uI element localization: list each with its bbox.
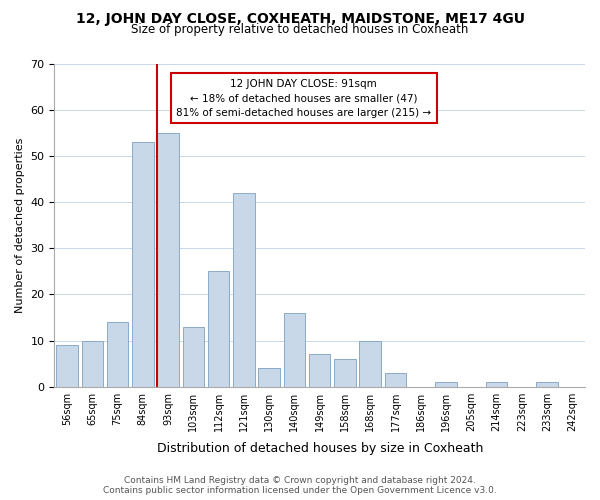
Bar xyxy=(132,142,154,386)
Bar xyxy=(334,359,356,386)
Bar xyxy=(233,193,254,386)
Bar xyxy=(107,322,128,386)
Bar xyxy=(486,382,508,386)
Text: 12, JOHN DAY CLOSE, COXHEATH, MAIDSTONE, ME17 4GU: 12, JOHN DAY CLOSE, COXHEATH, MAIDSTONE,… xyxy=(76,12,524,26)
Bar xyxy=(56,345,78,387)
X-axis label: Distribution of detached houses by size in Coxheath: Distribution of detached houses by size … xyxy=(157,442,483,455)
Bar xyxy=(435,382,457,386)
Bar xyxy=(259,368,280,386)
Y-axis label: Number of detached properties: Number of detached properties xyxy=(15,138,25,313)
Bar xyxy=(309,354,331,386)
Bar xyxy=(385,373,406,386)
Bar xyxy=(82,340,103,386)
Bar xyxy=(284,313,305,386)
Bar xyxy=(157,133,179,386)
Bar xyxy=(182,326,204,386)
Text: Size of property relative to detached houses in Coxheath: Size of property relative to detached ho… xyxy=(131,22,469,36)
Bar xyxy=(536,382,558,386)
Bar xyxy=(359,340,381,386)
Bar xyxy=(208,272,229,386)
Text: Contains HM Land Registry data © Crown copyright and database right 2024.
Contai: Contains HM Land Registry data © Crown c… xyxy=(103,476,497,495)
Text: 12 JOHN DAY CLOSE: 91sqm
← 18% of detached houses are smaller (47)
81% of semi-d: 12 JOHN DAY CLOSE: 91sqm ← 18% of detach… xyxy=(176,78,431,118)
